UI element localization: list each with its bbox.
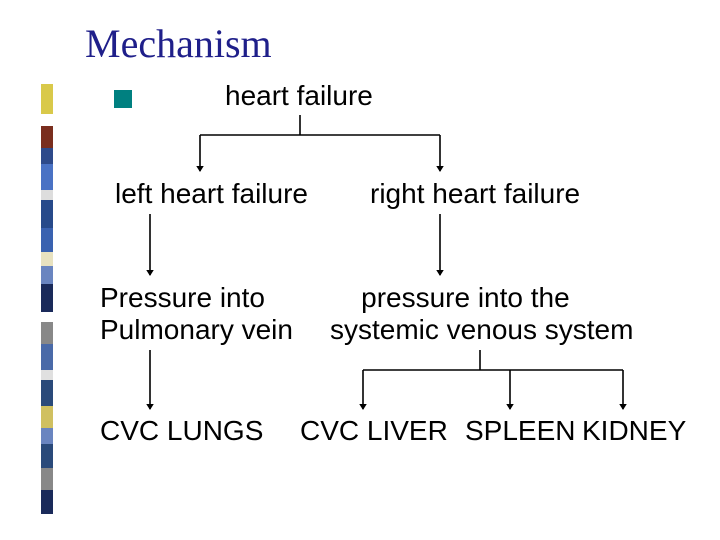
slide-canvas: Mechanism heart failure left heart failu… [0, 0, 720, 540]
node-cvc-lungs: CVC LUNGS [100, 415, 263, 447]
node-heart-failure: heart failure [225, 80, 373, 112]
node-right-pressure-line1: pressure into the [330, 282, 570, 314]
node-right-pressure-line2: systemic venous system [330, 314, 633, 346]
node-left-pressure-line1: Pressure into [100, 282, 265, 314]
page-title: Mechanism [85, 20, 272, 67]
node-left-pressure-line2: Pulmonary vein [100, 314, 293, 346]
node-kidney: KIDNEY [582, 415, 686, 447]
bullet-icon [114, 90, 132, 108]
node-cvc-liver: CVC LIVER [300, 415, 448, 447]
decorative-stripe [41, 84, 53, 514]
node-spleen: SPLEEN [465, 415, 576, 447]
node-right-heart-failure: right heart failure [370, 178, 580, 210]
node-left-heart-failure: left heart failure [115, 178, 308, 210]
